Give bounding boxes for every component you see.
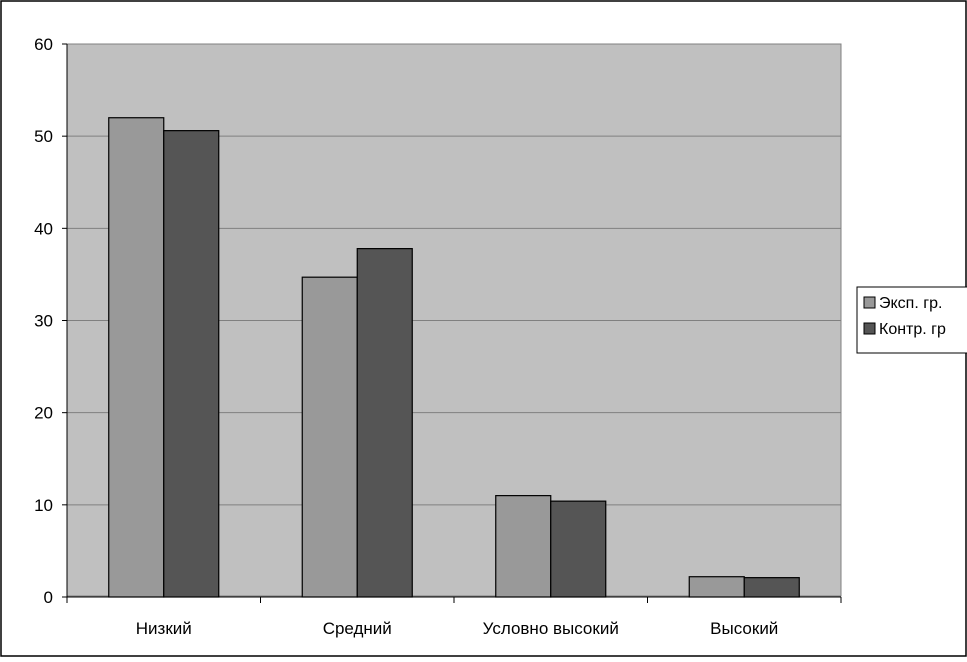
x-tick-label: Средний [323,619,392,638]
x-tick-label: Низкий [136,619,192,638]
x-ticks: Низкий Средний Условно высокий Высокий [66,597,842,638]
y-tick-label: 20 [34,404,53,423]
y-tick-label: 0 [44,588,53,607]
bar-exp-2 [495,495,552,598]
y-ticks: 0 10 20 30 40 50 60 [34,35,67,607]
bar-exp-1 [301,276,358,598]
bar-contr-3 [743,577,800,598]
legend-label: Эксп. гр. [879,295,942,312]
y-tick-label: 30 [34,312,53,331]
legend: Эксп. гр. Контр. гр [856,286,967,354]
legend-label: Контр. гр [879,321,946,338]
bar-contr-2 [550,500,607,598]
bar-contr-0 [163,130,220,598]
legend-swatch [863,322,876,335]
y-tick-label: 60 [34,35,53,54]
bar-exp-3 [688,576,745,598]
bar-exp-0 [108,117,165,598]
y-tick-label: 10 [34,496,53,515]
x-tick-label: Условно высокий [483,619,619,638]
bars [108,117,800,598]
x-tick-label: Высокий [710,619,778,638]
y-tick-label: 50 [34,127,53,146]
legend-swatch [863,296,876,309]
bar-contr-1 [356,248,413,598]
y-tick-label: 40 [34,219,53,238]
